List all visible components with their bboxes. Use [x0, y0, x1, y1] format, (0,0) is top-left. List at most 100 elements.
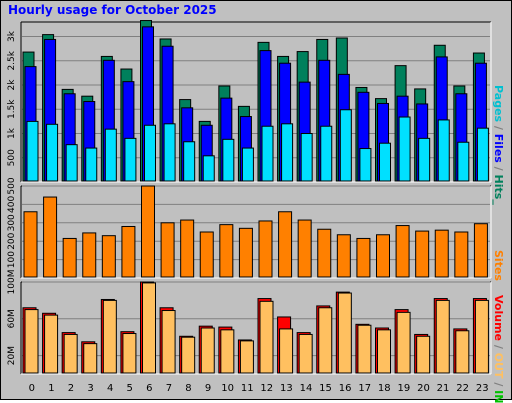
pages-bar — [202, 155, 215, 182]
pages-bar — [163, 123, 176, 182]
hits-panel-ytick-label: 2.5k — [7, 50, 17, 70]
sites-bar — [434, 229, 449, 278]
page-title: Hourly usage for October 2025 — [8, 3, 217, 17]
bottom-legend-part: / — [492, 378, 505, 391]
sites-bar — [219, 224, 234, 278]
sites-panel-ytick-label: 100 — [7, 251, 17, 268]
top-legend-part: / — [492, 122, 505, 134]
bottom-legend-part: / — [492, 341, 505, 353]
hits-panel-ytick-label: 2k — [7, 79, 17, 91]
hits-panel-ytick-label: 1.5k — [7, 99, 17, 119]
kbout-bar — [24, 309, 39, 374]
hour-label: 17 — [358, 383, 371, 394]
kbout-bar — [337, 292, 352, 374]
kbout-bar — [200, 327, 215, 374]
sites-bar — [43, 196, 58, 278]
top-legend-part: Hits_ — [492, 174, 505, 205]
pages-bar — [320, 125, 333, 182]
bottom-legend-part: IN — [492, 390, 505, 403]
hour-label: 9 — [205, 383, 211, 394]
hits-panel-plot-area — [21, 22, 491, 182]
sites-bar — [238, 227, 253, 278]
volume-panel-ytick-label: 20M — [7, 346, 17, 365]
sites-bar — [62, 237, 77, 278]
pages-bar — [398, 116, 411, 182]
hour-label: 6 — [146, 383, 152, 394]
pages-bar — [26, 120, 39, 182]
pages-bar — [104, 128, 117, 182]
kbout-bar — [298, 333, 313, 374]
hour-label: 11 — [241, 383, 254, 394]
pages-bar — [379, 142, 391, 182]
sites-bar — [336, 234, 351, 278]
hour-label: 8 — [185, 383, 191, 394]
pages-bar — [65, 144, 78, 182]
sites-bar — [82, 232, 97, 278]
hour-label: 16 — [339, 383, 352, 394]
hour-label: 12 — [260, 383, 273, 394]
kbout-bar — [455, 330, 470, 374]
hour-label: 1 — [48, 383, 54, 394]
kbout-bar — [220, 329, 235, 374]
pages-bar — [124, 137, 137, 182]
pages-bar — [339, 109, 352, 182]
top-legend-part: / — [492, 162, 505, 175]
hour-label: 10 — [221, 383, 234, 394]
pages-bar — [222, 138, 235, 182]
volume-panel-plot-area — [21, 282, 491, 374]
volume-panel-ytick-label: 60M — [7, 309, 17, 328]
kbout-bar — [239, 340, 254, 374]
sites-panel-ytick-label: 500 — [7, 177, 17, 194]
hour-label: 3 — [87, 383, 93, 394]
kbout-bar — [416, 335, 431, 374]
hour-label: 2 — [68, 383, 74, 394]
hits-panel-ytick-label: 3k — [7, 30, 17, 42]
hour-label: 23 — [476, 383, 489, 394]
hour-label: 21 — [437, 383, 450, 394]
pages-bar — [359, 148, 372, 182]
kbout-bar — [435, 299, 450, 374]
kbout-bar — [161, 310, 176, 374]
sites-bar — [199, 231, 214, 278]
bottom-panel-legend: Volume / OUT / IN — [492, 295, 505, 403]
bottom-legend-part: Volume — [492, 295, 505, 341]
pages-bar — [476, 127, 489, 182]
sites-bar — [101, 235, 116, 278]
pages-bar — [418, 137, 431, 182]
hour-label: 13 — [280, 383, 293, 394]
sites-bar — [376, 234, 390, 278]
kbout-bar — [181, 336, 196, 374]
hour-label: 22 — [456, 383, 469, 394]
kbout-bar — [318, 307, 333, 374]
sites-panel-plot-area — [21, 186, 491, 278]
sites-bar — [415, 230, 430, 278]
sites-bar — [258, 220, 273, 278]
pages-bar — [261, 125, 274, 182]
hits-panel-ytick-label: 1k — [7, 127, 17, 139]
middle-legend-part: Sites — [492, 250, 505, 281]
hour-label: 19 — [398, 383, 411, 394]
hour-label: 20 — [417, 383, 430, 394]
hour-label: 14 — [300, 383, 313, 394]
hour-label: 4 — [107, 383, 113, 394]
sites-bar — [317, 228, 332, 278]
kbout-bar — [63, 333, 78, 374]
sites-bar — [278, 211, 293, 278]
middle-panel-legend: Sites — [492, 250, 505, 281]
hour-label: 7 — [166, 383, 172, 394]
pages-bar — [437, 119, 450, 182]
sites-bar — [180, 219, 195, 278]
sites-bar — [473, 223, 488, 278]
kbout-bar — [474, 299, 489, 374]
sites-bar — [356, 237, 371, 278]
hour-label: 18 — [378, 383, 391, 394]
kbout-bar — [142, 282, 156, 374]
sites-panel-ytick-label: 400 — [7, 196, 17, 213]
kbout-bar — [83, 343, 98, 374]
sites-bar — [395, 225, 410, 278]
sites-bar — [121, 225, 136, 278]
sites-bar — [454, 231, 469, 278]
top-panel-legend: Pages / Files / Hits_ — [492, 85, 505, 205]
sites-panel-ytick-label: 200 — [7, 232, 17, 249]
